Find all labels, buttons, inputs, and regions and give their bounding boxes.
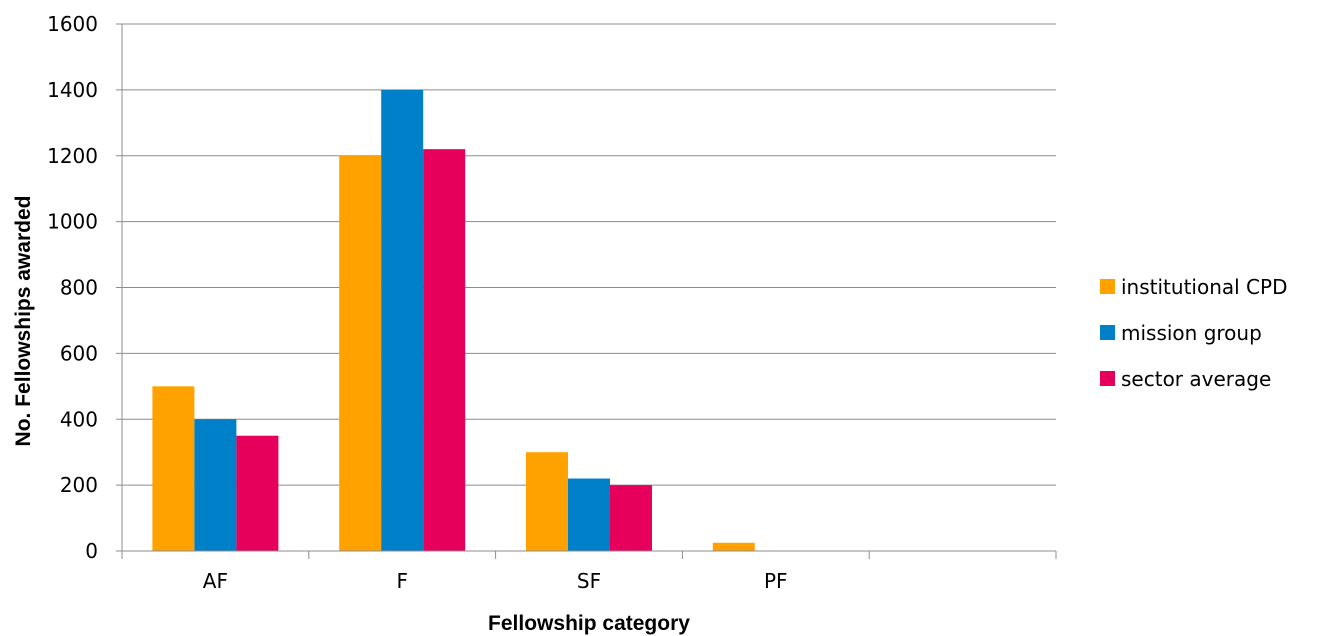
- legend-label: sector average: [1121, 367, 1271, 391]
- x-tick-label: SF: [577, 569, 601, 593]
- x-tick-label: F: [396, 569, 408, 593]
- bar-institutional-cpd-sf: [526, 452, 568, 551]
- legend: institutional CPD mission group sector ave…: [1100, 275, 1287, 391]
- bar-institutional-cpd-pf: [712, 542, 755, 551]
- bar-sector-average-sf: [610, 485, 652, 551]
- axes: [116, 23, 1057, 559]
- bar-sector-average-af: [236, 435, 279, 551]
- y-tick-label: 1600: [47, 12, 98, 36]
- gridlines: [122, 23, 1056, 486]
- bar-sector-average-f: [423, 149, 466, 551]
- bar-mission-group-f: [381, 89, 424, 551]
- x-tick-labels: AF F SF PF: [203, 569, 788, 593]
- bars: [152, 89, 755, 551]
- legend-swatch: [1100, 371, 1115, 386]
- y-tick-label: 0: [85, 539, 98, 563]
- y-tick-label: 200: [60, 473, 98, 497]
- bar-mission-group-af: [194, 419, 237, 551]
- legend-label: institutional CPD: [1121, 275, 1287, 299]
- legend-label: mission group: [1121, 321, 1262, 345]
- legend-swatch: [1100, 325, 1115, 340]
- legend-swatch: [1100, 279, 1115, 294]
- y-tick-labels: 0 200 400 600 800 1000 1200 1400 1600: [47, 12, 98, 563]
- bar-institutional-cpd-f: [339, 155, 382, 551]
- y-tick-label: 400: [60, 407, 98, 431]
- x-tick-label: PF: [764, 569, 788, 593]
- x-axis-title: Fellowship category: [488, 612, 690, 635]
- y-tick-label: 1000: [47, 210, 98, 234]
- y-tick-label: 600: [60, 341, 98, 365]
- x-tick-label: AF: [203, 569, 228, 593]
- y-axis-title: No. Fellowships awarded: [12, 196, 35, 447]
- bar-institutional-cpd-af: [152, 386, 195, 551]
- y-tick-label: 1200: [47, 144, 98, 168]
- y-tick-label: 800: [60, 276, 98, 300]
- y-tick-label: 1400: [47, 78, 98, 102]
- bar-mission-group-sf: [568, 478, 610, 551]
